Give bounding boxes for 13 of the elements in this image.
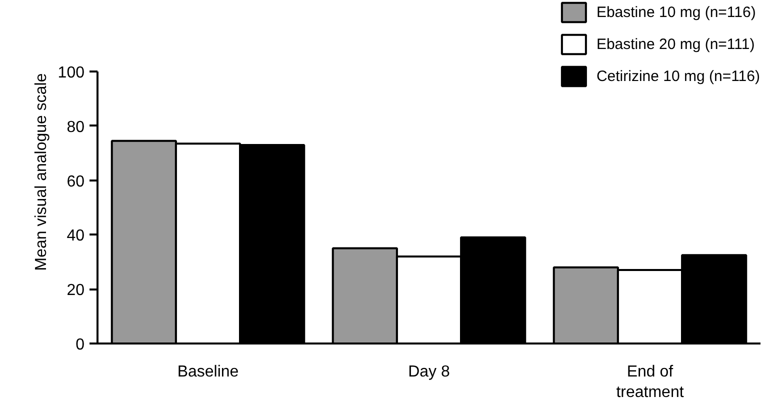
y-tick-label: 20 [66,282,85,300]
legend-label: Ebastine 20 mg (n=111) [596,36,755,52]
legend-label: Ebastine 10 mg (n=116) [596,4,756,20]
y-tick-label: 80 [66,118,85,136]
x-tick-label: Baseline [177,364,239,380]
x-tick-label: End of treatment [616,364,684,401]
y-tick-label: 0 [76,336,85,354]
y-tick-label: 60 [66,173,85,190]
y-axis-title: Mean visual analogue scale [32,73,50,271]
y-tick-label: 40 [66,228,85,245]
legend-label: Cetirizine 10 mg (n=116) [596,68,760,84]
y-tick-label: 100 [58,64,85,82]
x-tick-label: Day 8 [408,364,450,380]
